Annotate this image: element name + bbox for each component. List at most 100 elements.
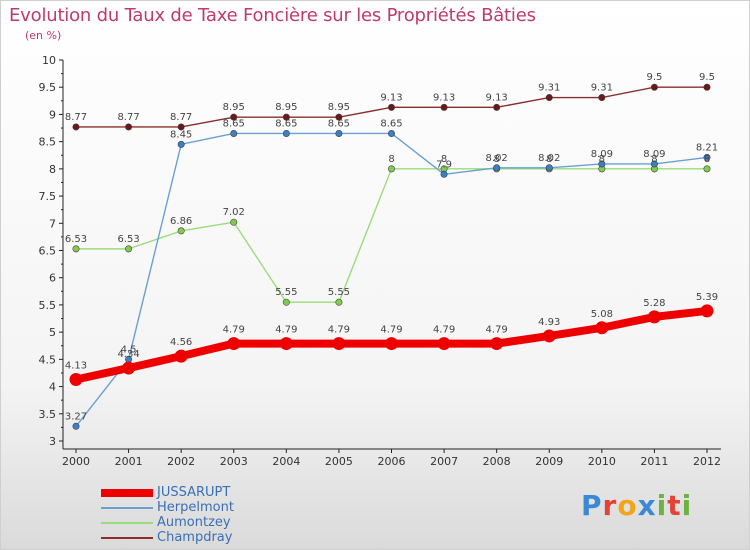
data-point xyxy=(335,113,343,121)
data-label: 9.13 xyxy=(433,92,455,103)
data-label: 5.39 xyxy=(696,292,718,303)
data-point xyxy=(72,422,80,430)
data-point xyxy=(437,337,451,351)
x-tick-label: 2008 xyxy=(483,455,511,468)
logo-letter: x xyxy=(637,489,657,522)
data-point xyxy=(440,103,448,111)
x-tick-label: 2011 xyxy=(640,455,668,468)
data-label: 8.02 xyxy=(486,153,508,164)
chart-subtitle: (en %) xyxy=(25,29,62,42)
logo-letter: i xyxy=(681,489,693,522)
y-tick-label: 4 xyxy=(49,381,56,394)
data-label: 4.79 xyxy=(380,325,402,336)
data-point xyxy=(335,298,343,306)
data-label: 8.02 xyxy=(538,153,560,164)
data-label: 8.09 xyxy=(591,149,613,160)
x-tick-label: 2002 xyxy=(167,455,195,468)
y-tick-label: 8.5 xyxy=(39,136,57,149)
data-label: 8 xyxy=(388,154,394,165)
data-point xyxy=(72,123,80,131)
data-point xyxy=(700,304,714,318)
data-label: 4.13 xyxy=(65,360,87,371)
legend-swatch xyxy=(101,488,153,497)
data-label: 5.55 xyxy=(328,287,350,298)
logo-letter: P xyxy=(581,489,603,522)
chart-title: Evolution du Taux de Taxe Foncière sur l… xyxy=(9,5,536,26)
logo-letter: t xyxy=(667,489,682,522)
data-point xyxy=(703,153,711,161)
data-point xyxy=(72,245,80,253)
data-label: 5.55 xyxy=(275,287,297,298)
y-tick-label: 4.5 xyxy=(39,353,57,366)
data-point xyxy=(177,123,185,131)
data-label: 8 xyxy=(493,154,499,165)
legend-item: Champdray xyxy=(101,530,234,545)
y-tick-label: 5 xyxy=(49,326,56,339)
data-label: 3.27 xyxy=(65,411,87,422)
data-point xyxy=(230,218,238,226)
data-label: 8.95 xyxy=(223,102,245,113)
data-label: 8.77 xyxy=(65,112,87,123)
x-tick-label: 2006 xyxy=(378,455,406,468)
data-point xyxy=(490,337,504,351)
data-label: 8.95 xyxy=(328,102,350,113)
y-tick-label: 8 xyxy=(49,163,56,176)
data-label: 6.86 xyxy=(170,216,192,227)
data-label: 8 xyxy=(599,154,605,165)
data-label: 6.53 xyxy=(117,234,139,245)
series-labels: 8.77 8.77 8.77 8.95 8.95 8.95 9.13 9.13 9.13 9.31… xyxy=(65,72,718,422)
x-tick-label: 2000 xyxy=(62,455,90,468)
data-label: 7.02 xyxy=(223,207,245,218)
data-label: 5.28 xyxy=(643,298,665,309)
data-label: 8.21 xyxy=(696,142,718,153)
data-label: 9.5 xyxy=(699,72,715,83)
proxiti-logo: Proxiti xyxy=(581,489,692,522)
data-label: 5.08 xyxy=(591,309,613,320)
legend-label: Champdray xyxy=(157,530,233,545)
legend-swatch xyxy=(101,521,153,524)
data-label: 4.79 xyxy=(275,325,297,336)
y-tick-label: 9 xyxy=(49,108,56,121)
data-label: 4.79 xyxy=(223,325,245,336)
y-tick-label: 10 xyxy=(42,54,56,67)
chart-legend: JUSSARUPT Herpelmont Aumontzey Champdray xyxy=(101,485,234,545)
data-point xyxy=(282,129,290,137)
y-tick-label: 7 xyxy=(49,217,56,230)
y-tick-label: 7.5 xyxy=(39,190,57,203)
data-label: 4.56 xyxy=(170,337,192,348)
y-tick-label: 9.5 xyxy=(39,81,57,94)
data-point xyxy=(647,310,661,324)
logo-letter: o xyxy=(617,489,638,522)
x-tick-label: 2001 xyxy=(115,455,143,468)
data-label: 4.79 xyxy=(433,325,455,336)
data-label: 7.9 xyxy=(436,159,452,170)
data-point xyxy=(385,337,398,351)
data-point xyxy=(177,227,185,235)
data-point xyxy=(125,245,133,253)
data-label: 8.65 xyxy=(275,118,297,129)
data-point xyxy=(387,165,395,173)
data-label: 8.09 xyxy=(643,149,665,160)
data-label: 8.95 xyxy=(275,102,297,113)
legend-item: Aumontzey xyxy=(101,515,234,530)
data-label: 4.79 xyxy=(328,325,350,336)
data-point xyxy=(227,337,241,351)
data-label: 9.31 xyxy=(591,83,613,94)
data-label: 9.13 xyxy=(486,92,508,103)
data-point xyxy=(279,337,293,351)
data-point xyxy=(650,160,658,168)
legend-label: JUSSARUPT xyxy=(157,485,231,500)
chart-axes: 3 3.5 4 4.5 5 5.5 6 6.5 7 7.5 8 8.5 9 9.5 10 2000 2001 20… xyxy=(39,54,721,468)
legend-swatch xyxy=(101,506,153,509)
data-point xyxy=(703,165,711,173)
data-label: 8 xyxy=(546,154,552,165)
series-points xyxy=(69,83,714,430)
data-point xyxy=(650,83,658,91)
data-point xyxy=(230,129,238,137)
data-label: 4.5 xyxy=(121,344,137,355)
data-point xyxy=(703,83,711,91)
x-tick-label: 2010 xyxy=(588,455,616,468)
data-point xyxy=(542,329,556,343)
data-label: 8.77 xyxy=(117,112,139,123)
